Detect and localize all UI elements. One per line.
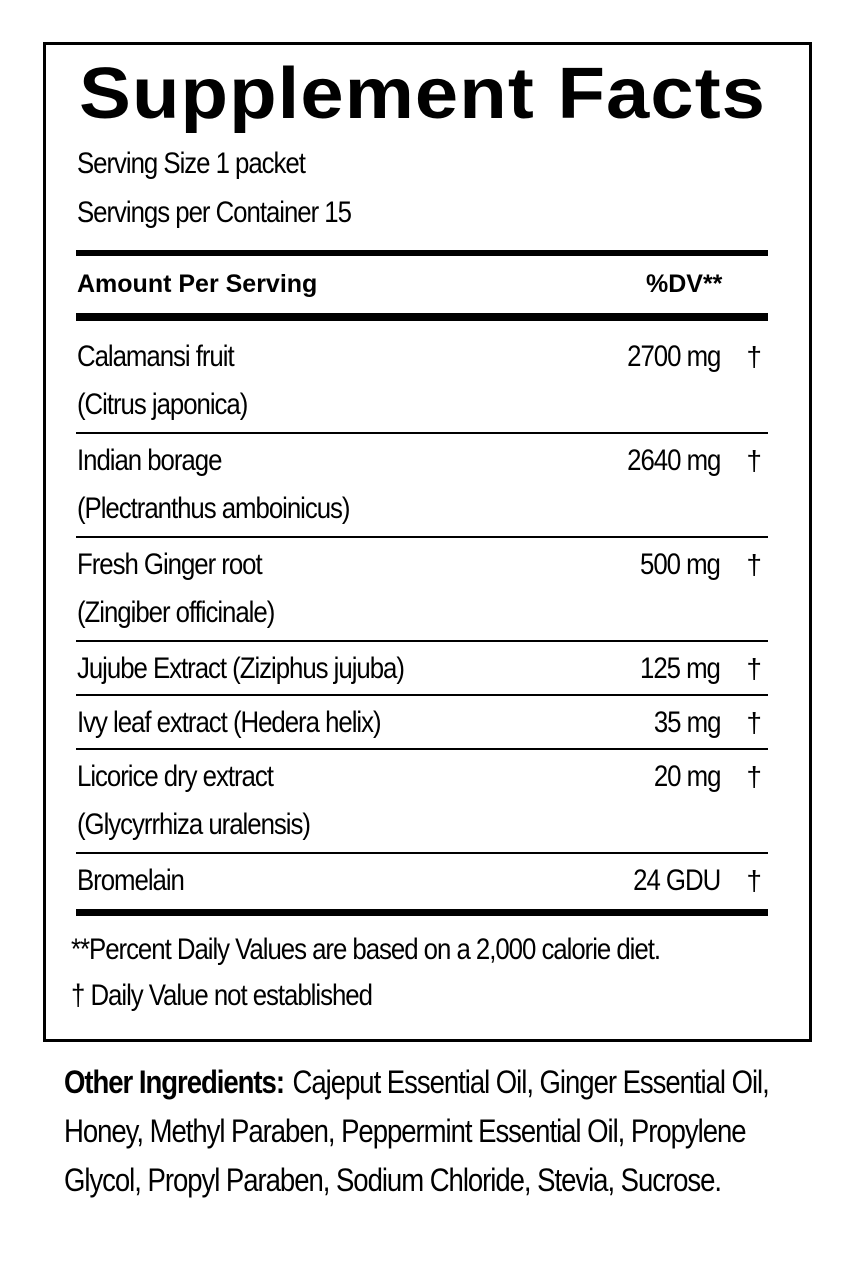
divider-thick: [76, 909, 768, 916]
ingredient-name: Calamansi fruit (Citrus japonica): [77, 330, 248, 430]
ingredient-name-text: Licorice dry extract: [77, 760, 274, 793]
other-ingredients-label: Other Ingredients:: [64, 1064, 285, 1100]
ingredient-name-text: Indian borage: [77, 444, 222, 477]
ingredient-amount: 2700 mg: [626, 340, 721, 373]
amount-per-serving-header: Amount Per Serving: [77, 270, 318, 298]
ingredient-amount: 125 mg: [640, 652, 721, 685]
ingredient-name: Bromelain: [77, 854, 185, 907]
serving-size: Serving Size 1 packet: [77, 147, 306, 180]
ingredient-name: Licorice dry extract (Glycyrrhiza uralens…: [77, 750, 311, 850]
ingredient-dv: †: [746, 341, 762, 372]
ingredient-amount: 24 GDU: [632, 864, 721, 897]
ingredient-row: Licorice dry extract (Glycyrrhiza uralens…: [76, 750, 768, 854]
ingredient-dv: †: [746, 445, 762, 476]
ingredient-name-text: Bromelain: [77, 864, 185, 897]
ingredient-dv: †: [746, 707, 762, 738]
divider-thick: [76, 250, 768, 256]
servings-per-container: Servings per Container 15: [77, 196, 352, 229]
other-ingredients: Other Ingredients: Cajeput Essential Oil,…: [64, 1058, 804, 1205]
ingredient-row: Bromelain 24 GDU †: [76, 854, 768, 906]
ingredient-name-text: Jujube Extract (Ziziphus jujuba): [77, 652, 405, 685]
ingredient-name-text: Fresh Ginger root: [77, 548, 263, 581]
footnote-dagger: † Daily Value not established: [71, 979, 373, 1012]
ingredient-amount: 2640 mg: [626, 444, 721, 477]
ingredient-row: Ivy leaf extract (Hedera helix) 35 mg †: [76, 696, 768, 750]
ingredient-amount: 35 mg: [653, 706, 721, 739]
ingredient-name: Fresh Ginger root (Zingiber officinale): [77, 538, 275, 638]
ingredient-dv: †: [746, 761, 762, 792]
ingredient-name: Ivy leaf extract (Hedera helix): [77, 696, 382, 749]
other-ingredients-text: Cajeput Essential Oil, Ginger Essential …: [64, 1064, 770, 1198]
ingredient-amount: 20 mg: [653, 760, 721, 793]
ingredient-latin-name: (Zingiber officinale): [77, 596, 275, 629]
ingredient-name: Jujube Extract (Ziziphus jujuba): [77, 642, 405, 695]
ingredient-name: Indian borage (Plectranthus amboinicus): [77, 434, 351, 534]
ingredient-dv: †: [746, 549, 762, 580]
ingredient-dv: †: [746, 865, 762, 896]
ingredient-name-text: Ivy leaf extract (Hedera helix): [77, 706, 382, 739]
ingredient-row: Indian borage (Plectranthus amboinicus) 2…: [76, 434, 768, 538]
ingredient-latin-name: (Glycyrrhiza uralensis): [77, 808, 311, 841]
supplement-facts-panel: Supplement Facts Serving Size 1 packet S…: [43, 42, 812, 1042]
divider-thick: [76, 313, 768, 321]
ingredient-name-text: Calamansi fruit: [77, 340, 235, 373]
ingredient-latin-name: (Plectranthus amboinicus): [77, 492, 351, 525]
ingredient-row: Fresh Ginger root (Zingiber officinale) 5…: [76, 538, 768, 642]
ingredient-row: Calamansi fruit (Citrus japonica) 2700 mg…: [76, 330, 768, 434]
dv-header: %DV**: [646, 270, 723, 298]
ingredient-amount: 500 mg: [640, 548, 721, 581]
footnote-dv: **Percent Daily Values are based on a 2,…: [71, 933, 661, 966]
ingredient-row: Jujube Extract (Ziziphus jujuba) 125 mg …: [76, 642, 768, 696]
ingredient-dv: †: [746, 653, 762, 684]
panel-title: Supplement Facts: [79, 54, 767, 134]
ingredient-latin-name: (Citrus japonica): [77, 388, 248, 421]
